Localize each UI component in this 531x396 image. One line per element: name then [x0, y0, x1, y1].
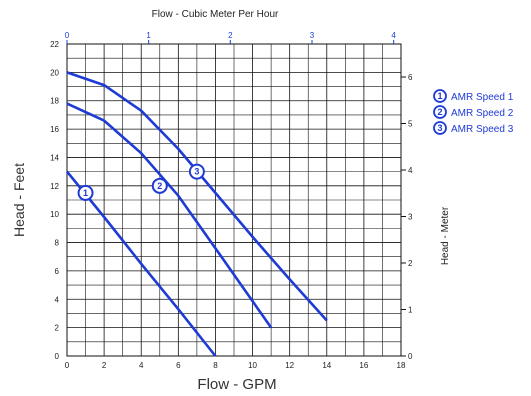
y-tick-label: 20	[50, 68, 59, 77]
legend-entry-1: AMR Speed 1	[451, 92, 514, 103]
x-axis-title: Flow - GPM	[197, 376, 276, 393]
x2-tick-label: 1	[146, 31, 151, 40]
legend-marker-label-2: 2	[437, 107, 442, 117]
plot-frame	[66, 43, 402, 357]
y-tick-label: 22	[50, 40, 59, 49]
curve-marker-label-2: 2	[157, 181, 162, 191]
curve-markers: 1 2 3	[77, 163, 205, 201]
y2-tick-label: 3	[408, 213, 413, 222]
x2-tick-label: 0	[65, 31, 70, 40]
y-axis-title: Head - Feet	[11, 163, 27, 237]
legend-marker-1	[433, 89, 447, 103]
x-tick-label: 14	[322, 361, 331, 370]
y2-tick-label: 2	[408, 259, 413, 268]
x-tick-label: 2	[102, 361, 107, 370]
y-tick-label: 12	[50, 182, 59, 191]
x-tick-label: 18	[397, 361, 406, 370]
curve-marker-1	[77, 184, 94, 201]
y2-tick-label: 5	[408, 120, 413, 129]
legend: 1 AMR Speed 1 2 AMR Speed 2 3 AMR Speed 3	[433, 89, 514, 135]
y2-tick-label: 4	[408, 166, 413, 175]
x2-tick-label: 3	[310, 31, 315, 40]
grid	[66, 43, 402, 357]
curve-marker-3	[188, 163, 205, 180]
y2-tick-label: 1	[408, 306, 413, 315]
x-tick-label: 12	[285, 361, 294, 370]
legend-marker-label-3: 3	[437, 123, 442, 133]
legend-entry-3: AMR Speed 3	[451, 124, 514, 135]
x-tick-label: 6	[176, 361, 181, 370]
y-tick-label: 4	[55, 295, 60, 304]
legend-marker-2	[433, 105, 447, 119]
y-tick-label: 14	[50, 153, 59, 162]
legend-marker-label-1: 1	[437, 91, 442, 101]
top-axis-title: Flow - Cubic Meter Per Hour	[152, 9, 279, 20]
x-tick-label: 4	[139, 361, 144, 370]
x-tick-label: 0	[65, 361, 70, 370]
x-tick-label: 10	[248, 361, 257, 370]
legend-marker-3	[433, 121, 447, 135]
y-tick-label: 10	[50, 210, 59, 219]
series-line-speed-1	[65, 170, 217, 357]
y-tick-label: 6	[55, 267, 60, 276]
x2-tick-label: 4	[391, 31, 396, 40]
curve-marker-label-3: 3	[194, 167, 199, 177]
x-tick-label: 8	[213, 361, 218, 370]
curve-marker-label-1: 1	[83, 188, 88, 198]
y2-tick-label: 0	[408, 352, 413, 361]
y-tick-label: 2	[55, 324, 60, 333]
x-tick-label: 16	[359, 361, 368, 370]
y-tick-label: 0	[55, 352, 60, 361]
y-tick-label: 18	[50, 97, 59, 106]
y-tick-label: 16	[50, 125, 59, 134]
y2-tick-label: 6	[408, 73, 413, 82]
legend-entry-2: AMR Speed 2	[451, 108, 514, 119]
series-line-speed-2	[66, 102, 273, 329]
x2-tick-label: 2	[228, 31, 233, 40]
y-tick-label: 8	[55, 239, 60, 248]
y2-axis-title: Head - Meter	[440, 206, 451, 265]
curve-marker-2	[151, 177, 168, 194]
